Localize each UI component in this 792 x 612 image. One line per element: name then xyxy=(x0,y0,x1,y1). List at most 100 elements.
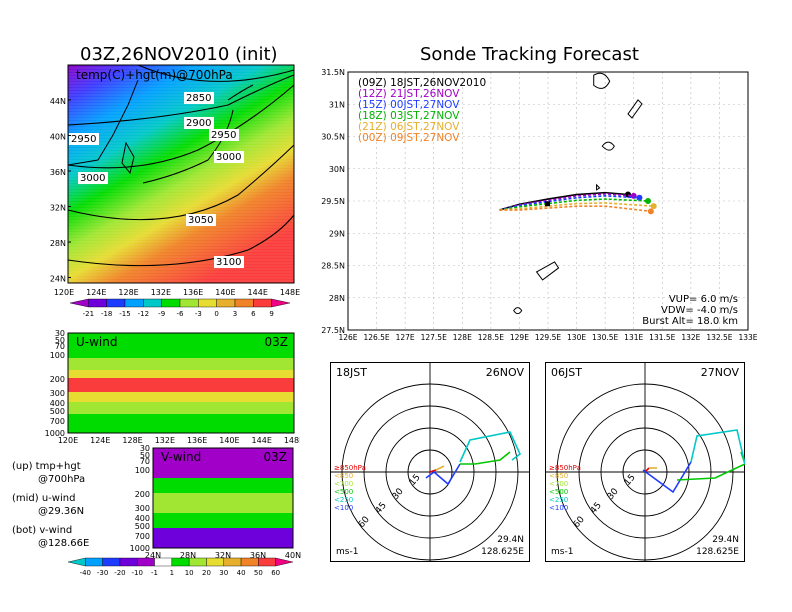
lon-tick-label: 120E xyxy=(54,288,74,297)
param-text: VDW= -4.0 m/s xyxy=(661,305,738,316)
panel-y-tick: 100 xyxy=(135,466,150,475)
contour-label-bg xyxy=(209,129,239,141)
lon-tick-label: 144E xyxy=(248,288,268,297)
temp-colorbar-swatch xyxy=(179,298,199,308)
wind-colorbar-swatch xyxy=(171,557,190,567)
panel-y-tick: 1000 xyxy=(130,544,150,553)
wind-colorbar-label: -30 xyxy=(97,569,108,577)
track-line xyxy=(499,195,640,211)
y-tick-label: 29.5N xyxy=(321,197,345,206)
wind-band xyxy=(68,392,294,402)
panel-x-tick: 40N xyxy=(285,551,301,560)
temp-colorbar-swatch xyxy=(69,298,89,308)
param-text: Burst Alt= 18.0 km xyxy=(642,316,738,327)
track-endpoint xyxy=(650,203,657,210)
wind-colorbar-swatch xyxy=(206,557,224,567)
panel-x-tick: 36N xyxy=(250,551,266,560)
x-tick-label: 127E xyxy=(396,333,415,342)
temp-colorbar-label: -9 xyxy=(158,310,165,318)
contour-label-bg xyxy=(186,214,216,226)
panel-x-tick: 24N xyxy=(145,551,161,560)
wind-band xyxy=(68,402,294,414)
panel-y-tick: 200 xyxy=(50,375,65,384)
panel-x-tick: 132E xyxy=(155,436,175,445)
hodograph-segment xyxy=(425,463,461,486)
lat-tick-label: 44N xyxy=(50,97,66,106)
wind-colorbar-label: 30 xyxy=(219,569,228,577)
temp-colorbar-label: -21 xyxy=(83,310,94,318)
track-endpoint xyxy=(647,208,654,215)
island-outline xyxy=(513,307,523,315)
panel-y-tick: 30 xyxy=(140,444,150,453)
legend-entry: (09Z) 18JST,26NOV2010 xyxy=(358,77,486,89)
pressure-legend-entry: <500 xyxy=(549,488,568,496)
y-tick-label: 29N xyxy=(329,229,345,238)
wind-band xyxy=(153,528,293,548)
panel-y-tick: 500 xyxy=(135,522,150,531)
y-tick-label: 28N xyxy=(329,294,345,303)
x-tick-label: 126.5E xyxy=(363,333,389,342)
panel-time: 03Z xyxy=(264,450,288,464)
track-endpoint xyxy=(645,198,651,204)
y-tick-label: 31N xyxy=(329,100,345,109)
x-tick-label: 131.5E xyxy=(649,333,675,342)
polar-date: 27NOV xyxy=(701,366,740,379)
left-title: 03Z,26NOV2010 (init) xyxy=(80,44,278,65)
panel-y-tick: 70 xyxy=(140,457,150,466)
wind-band xyxy=(68,358,294,370)
temp-colorbar-label: -15 xyxy=(119,310,130,318)
pressure-legend-entry: <250 xyxy=(549,496,568,504)
wind-colorbar-label: -40 xyxy=(80,569,91,577)
wind-colorbar-swatch xyxy=(67,557,86,567)
contour-label-bg xyxy=(69,133,99,145)
panel-x-tick: 148E xyxy=(284,436,300,445)
japan-coast xyxy=(142,84,254,184)
temp-colorbar-swatch xyxy=(234,298,254,308)
note-bot-a: (bot) v-wind xyxy=(12,525,73,536)
track-endpoint xyxy=(636,194,643,201)
track-line xyxy=(499,205,651,213)
x-tick-label: 128E xyxy=(453,333,472,342)
track-line xyxy=(499,198,649,211)
contour-label: 3050 xyxy=(188,215,213,226)
y-tick-label: 28.5N xyxy=(321,262,345,271)
wind-colorbar-swatch xyxy=(258,557,276,567)
panel-y-tick: 300 xyxy=(50,389,65,398)
wind-band xyxy=(153,493,293,513)
height-contour xyxy=(137,64,295,82)
panel-time: 03Z xyxy=(265,335,289,349)
temp-colorbar-swatch xyxy=(124,298,144,308)
track-frame xyxy=(347,71,749,331)
wind-colorbar-swatch xyxy=(188,557,207,567)
wind-band xyxy=(68,333,294,358)
height-contour xyxy=(67,84,295,169)
wind-colorbar-swatch xyxy=(223,557,242,567)
panel-y-tick: 500 xyxy=(50,407,65,416)
panel-x-tick: 140E xyxy=(219,436,239,445)
pressure-legend-entry: ≥850hPa xyxy=(334,464,366,472)
contour-label: 3100 xyxy=(216,257,241,268)
x-tick-label: 131E xyxy=(624,333,643,342)
burst-marker xyxy=(545,201,550,207)
pressure-legend-entry: <250 xyxy=(334,496,353,504)
panel-y-tick: 700 xyxy=(50,417,65,426)
wind-colorbar-label: 20 xyxy=(202,569,211,577)
panel-y-tick: 30 xyxy=(55,329,65,338)
panel-frame xyxy=(67,332,295,434)
contour-label-bg xyxy=(184,117,214,129)
note-mid-a: (mid) u-wind xyxy=(12,493,76,504)
wind-colorbar-label: 10 xyxy=(185,569,194,577)
wind-colorbar-label: 60 xyxy=(271,569,280,577)
wind-colorbar-label: 40 xyxy=(237,569,246,577)
panel-y-tick: 200 xyxy=(135,490,150,499)
panel-x-tick: 144E xyxy=(252,436,272,445)
map-frame xyxy=(67,64,295,284)
temp-colorbar-swatch xyxy=(143,298,162,308)
pressure-legend-entry: <500 xyxy=(334,488,353,496)
temp-colorbar-swatch xyxy=(253,298,272,308)
contour-label-bg xyxy=(214,151,244,163)
note-mid-b: @29.36N xyxy=(38,506,85,517)
